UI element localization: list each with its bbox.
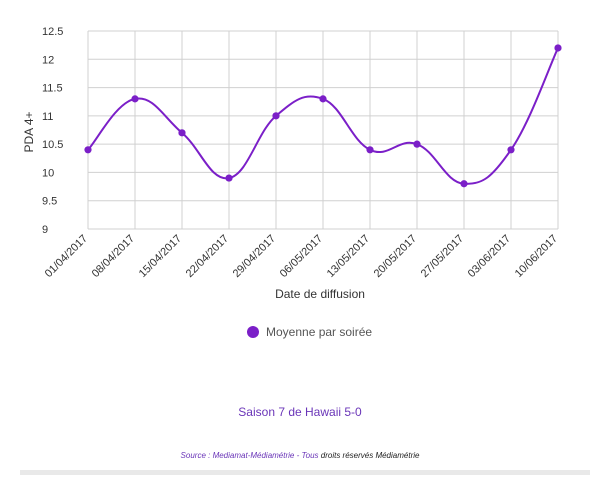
x-tick-label: 15/04/2017 [137,233,184,280]
x-tick-label: 01/04/2017 [43,233,90,280]
data-point[interactable] [319,95,327,103]
y-tick-label: 9 [42,224,48,236]
source-prefix: Source : [180,451,213,460]
line-chart: 9 9.5 10 10.5 11 11.5 12 12.5 01/04/2017 08/04/2… [22,26,562,339]
y-tick-label: 10.5 [42,139,63,151]
x-tick-label: 03/06/2017 [466,233,513,280]
x-tick-label: 06/05/2017 [278,233,325,280]
data-point[interactable] [413,140,421,148]
y-tick-label: 10 [42,167,54,179]
data-point[interactable] [84,146,92,154]
footer-bar [20,470,590,475]
x-tick-label: 13/05/2017 [325,233,372,280]
y-tick-label: 11.5 [42,83,63,95]
data-point[interactable] [131,95,139,103]
legend-marker [247,326,259,338]
x-tick-label: 29/04/2017 [231,233,278,280]
legend-label: Moyenne par soirée [266,325,372,339]
x-tick-label: 10/06/2017 [513,233,560,280]
y-axis-ticks: 9 9.5 10 10.5 11 11.5 12 12.5 [42,26,63,236]
data-point[interactable] [507,146,515,154]
y-axis-label: PDA 4+ [22,111,36,152]
chart-subtitle: Saison 7 de Hawaii 5-0 [238,405,362,419]
x-tick-label: 08/04/2017 [90,233,137,280]
y-tick-label: 9.5 [42,196,57,208]
data-point[interactable] [460,180,468,188]
data-point[interactable] [178,129,186,137]
grid [87,30,559,230]
y-tick-label: 12 [42,54,54,66]
x-tick-label: 22/04/2017 [184,233,231,280]
data-point[interactable] [366,146,374,154]
x-axis-ticks: 01/04/2017 08/04/2017 15/04/2017 22/04/2017… [43,233,560,280]
legend[interactable]: Moyenne par soirée [247,325,372,339]
y-tick-label: 12.5 [42,26,63,38]
data-point[interactable] [225,174,233,182]
source-note: Source : Mediamat-Médiamétrie - Tous dro… [0,451,600,460]
source-link[interactable]: Mediamat-Médiamétrie - Tous [212,451,319,460]
x-axis-label: Date de diffusion [275,287,365,301]
source-suffix: droits réservés Médiamétrie [318,451,420,460]
data-point[interactable] [554,44,562,52]
x-tick-label: 27/05/2017 [419,233,466,280]
series-group [84,44,562,188]
x-tick-label: 20/05/2017 [372,233,419,280]
data-point[interactable] [272,112,280,120]
y-tick-label: 11 [42,111,53,123]
